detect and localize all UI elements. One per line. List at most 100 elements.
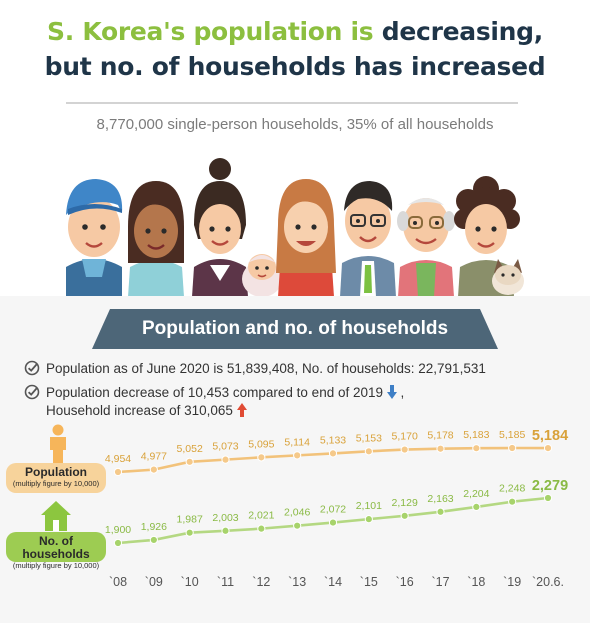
- headline-green-part: S. Korea's population is: [47, 17, 374, 46]
- x-tick-label: `13: [288, 575, 306, 589]
- grandfather-with-glasses-icon: [397, 198, 455, 297]
- households-label-note: (multiply figure by 10,000): [12, 561, 100, 570]
- data-point: [149, 465, 158, 474]
- x-tick-label: `15: [360, 575, 378, 589]
- x-tick-label: `14: [324, 575, 342, 589]
- data-label: 5,114: [284, 436, 310, 448]
- data-label: 5,052: [177, 443, 203, 455]
- data-point: [149, 535, 158, 545]
- data-point: [543, 444, 553, 453]
- data-label: 2,046: [284, 507, 310, 519]
- population-series-label: Population (multiply figure by 10,000): [6, 463, 106, 493]
- x-tick-label: `12: [252, 575, 270, 589]
- data-point: [185, 528, 194, 537]
- data-label: 2,248: [499, 483, 525, 495]
- data-label: 5,184: [532, 428, 568, 444]
- x-tick-label: `18: [467, 575, 485, 589]
- data-point: [364, 447, 373, 456]
- note-2-text: Population decrease of 10,453 compared t…: [46, 385, 383, 400]
- data-label: 2,101: [356, 500, 382, 512]
- data-label: 2,072: [320, 504, 346, 516]
- data-point: [364, 515, 373, 524]
- headline-divider: [66, 102, 518, 104]
- data-label: 5,185: [499, 429, 525, 441]
- note-2: Population decrease of 10,453 compared t…: [46, 384, 404, 401]
- young-woman-icon: [128, 181, 184, 297]
- data-label: 1,926: [141, 521, 167, 533]
- data-point: [436, 507, 445, 516]
- data-label: 2,163: [427, 493, 453, 505]
- data-point: [113, 538, 123, 548]
- population-label-note: (multiply figure by 10,000): [12, 479, 100, 488]
- households-series-label: No. of households (multiply figure by 10…: [6, 532, 106, 570]
- person-icon: [50, 424, 66, 464]
- arrow-down-icon: [386, 385, 397, 399]
- boy-in-cap-icon: [66, 179, 123, 297]
- data-point: [221, 526, 230, 535]
- data-point: [328, 518, 338, 527]
- panel-title: Population and no. of households: [141, 318, 449, 339]
- data-label: 5,153: [356, 432, 382, 444]
- population-label-title: Population: [25, 465, 87, 479]
- data-label: 2,204: [463, 488, 489, 500]
- data-label: 1,987: [177, 514, 203, 526]
- x-tick-label: `10: [181, 575, 199, 589]
- check-circle-icon: [24, 360, 40, 376]
- data-label: 2,003: [212, 512, 238, 524]
- baby-icon: [242, 254, 282, 297]
- x-tick-label: `16: [396, 575, 414, 589]
- note-2-tail: ,: [400, 385, 405, 400]
- data-point: [400, 445, 409, 454]
- man-with-glasses-icon: [340, 181, 396, 297]
- headline: S. Korea's population is decreasing, but…: [0, 14, 590, 84]
- data-label: 2,021: [248, 510, 274, 522]
- data-label: 5,095: [248, 438, 274, 450]
- data-point: [543, 493, 553, 503]
- house-icon: [41, 501, 71, 531]
- x-tick-label: `17: [431, 575, 449, 589]
- family-illustration: [66, 158, 524, 297]
- headline-line-2: but no. of households has increased: [44, 52, 546, 81]
- data-point: [508, 497, 517, 506]
- data-point: [472, 502, 481, 512]
- data-label: 2,129: [392, 497, 418, 509]
- headline-dark-part: decreasing,: [381, 17, 543, 46]
- panel-banner: [92, 309, 498, 349]
- data-point: [328, 449, 338, 458]
- data-point: [257, 524, 266, 533]
- note-3: Household increase of 310,065: [46, 402, 247, 419]
- households-label-title: No. of households: [22, 534, 90, 561]
- data-label: 1,900: [105, 524, 131, 536]
- data-label: 5,178: [427, 430, 453, 442]
- data-point: [436, 444, 445, 453]
- data-point: [221, 455, 230, 464]
- data-point: [113, 467, 123, 477]
- woman-with-bun-icon: [192, 158, 248, 297]
- data-point: [508, 443, 517, 453]
- data-point: [293, 451, 302, 460]
- note-3-text: Household increase of 310,065: [46, 403, 233, 418]
- data-point: [185, 457, 194, 466]
- x-tick-label: `09: [145, 575, 163, 589]
- chart-panel: [0, 296, 590, 623]
- data-label: 4,954: [105, 453, 131, 465]
- data-point: [472, 444, 481, 453]
- data-label: 2,279: [532, 478, 568, 494]
- data-point: [293, 521, 302, 530]
- subtitle: 8,770,000 single-person households, 35% …: [96, 116, 494, 133]
- x-tick-label: `19: [503, 575, 521, 589]
- data-point: [400, 511, 409, 520]
- line-chart: 4,954 4,977 5,052 5,073 5,095 5,114 5,133 5,153…: [105, 428, 568, 589]
- x-tick-label: `20.6.: [532, 575, 564, 589]
- data-label: 4,977: [141, 451, 167, 463]
- cat-icon: [492, 259, 524, 295]
- data-label: 5,170: [392, 431, 418, 443]
- x-tick-label: `08: [109, 575, 127, 589]
- headline-line-1: S. Korea's population is decreasing,: [0, 14, 590, 49]
- arrow-up-icon: [236, 403, 247, 417]
- note-1: Population as of June 2020 is 51,839,408…: [46, 361, 486, 376]
- data-label: 5,133: [320, 434, 346, 446]
- x-tick-label: `11: [217, 575, 234, 589]
- data-label: 5,183: [463, 429, 489, 441]
- woman-long-hair-icon: [276, 179, 336, 297]
